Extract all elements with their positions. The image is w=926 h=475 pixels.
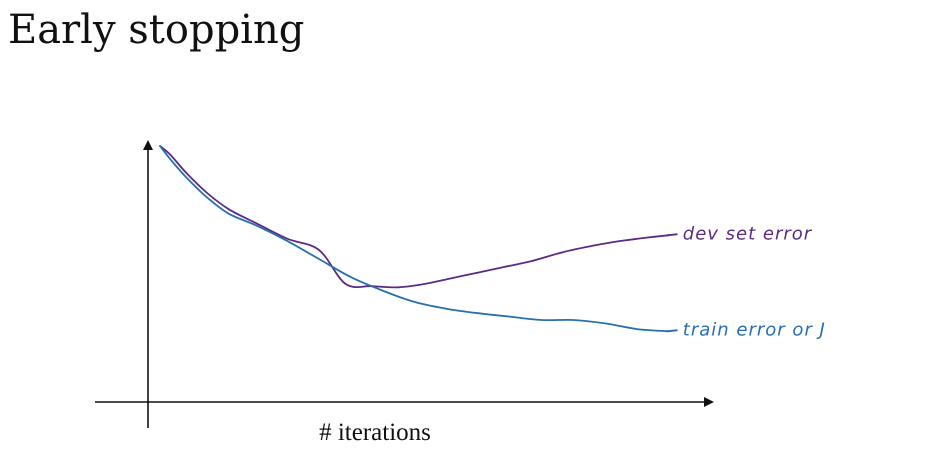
slide-title: Early stopping (8, 7, 305, 53)
series-label-lead-dev-set-error (665, 233, 678, 237)
series-line-dev-set-error (159, 145, 670, 289)
series-label-dev-set-error: dev set error (683, 223, 813, 244)
series-label-train-error-or-j: train error or J (683, 319, 826, 340)
axes (95, 140, 714, 428)
series-line-train-error-or-j (159, 145, 670, 333)
series-layer: dev set error train error or J (159, 145, 826, 340)
series-label-lead-train-error-or-j (665, 329, 678, 333)
x-axis-label: # iterations (319, 419, 431, 446)
